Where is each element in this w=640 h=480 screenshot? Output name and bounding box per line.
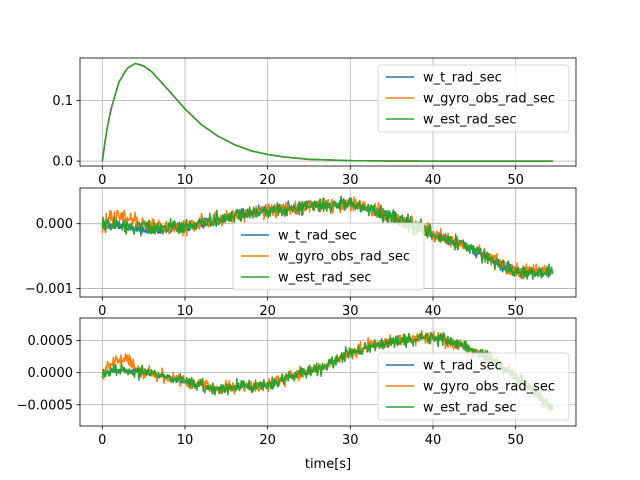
x-tick-label: 10	[177, 173, 194, 188]
legend: w_t_rad_sec w_gyro_obs_rad_sec w_est_rad_s…	[377, 64, 570, 133]
series-group	[101, 195, 554, 280]
x-tick-label: 0	[98, 173, 106, 188]
legend-box	[377, 352, 570, 421]
legend-label: w_gyro_obs_rad_sec	[423, 380, 555, 395]
x-tick-label: 20	[259, 304, 276, 319]
y-tick-label: −0.001	[25, 282, 73, 297]
x-tick-label: 50	[507, 304, 524, 319]
axes-frame	[79, 57, 577, 167]
panel-3: 0 10 20 30 40 50 −0.0005 0.0000 0.0005 w_t_rad_se…	[17, 317, 577, 448]
x-tick-label: 20	[259, 433, 276, 448]
legend-box	[232, 222, 425, 291]
legend-label: w_est_rad_sec	[423, 401, 516, 416]
x-tick-label: 40	[425, 433, 442, 448]
x-tick-label: 20	[259, 173, 276, 188]
x-tick-label: 30	[342, 433, 359, 448]
legend-label: w_t_rad_sec	[278, 229, 357, 244]
y-tick-label: 0.0	[52, 155, 73, 170]
x-tick-label: 0	[98, 433, 106, 448]
x-tick-label: 10	[177, 304, 194, 319]
x-tick-label: 30	[342, 173, 359, 188]
x-tick-label: 0	[98, 304, 106, 319]
axes-frame	[79, 317, 577, 427]
series-line-w_est_rad_sec	[101, 195, 554, 280]
legend-label: w_t_rad_sec	[423, 359, 502, 374]
legend-box	[377, 64, 570, 133]
axes-frame	[79, 187, 577, 298]
legend: w_t_rad_sec w_gyro_obs_rad_sec w_est_rad_s…	[377, 352, 570, 421]
x-tick-label: 40	[425, 173, 442, 188]
x-tick-label: 40	[425, 304, 442, 319]
x-axis-title: time[s]	[305, 457, 351, 472]
panels: 0 10 20 30 40 50 0.0 0.1 w_t_rad_sec w_gyro_obs_r…	[17, 57, 577, 448]
panel-2: 0 10 20 30 40 50 −0.001 0.000 w_t_rad_sec w_gyro_…	[25, 187, 577, 319]
legend-label: w_gyro_obs_rad_sec	[423, 92, 555, 107]
y-tick-label: 0.1	[52, 94, 73, 109]
legend-label: w_est_rad_sec	[423, 113, 516, 128]
series-line-w_est_rad_sec	[101, 62, 553, 162]
panel-1: 0 10 20 30 40 50 0.0 0.1 w_t_rad_sec w_gyro_obs_r…	[52, 57, 577, 188]
x-tick-label: 10	[177, 433, 194, 448]
legend-label: w_est_rad_sec	[278, 271, 371, 286]
legend-label: w_gyro_obs_rad_sec	[278, 250, 410, 265]
y-tick-label: 0.000	[36, 217, 73, 232]
y-tick-label: −0.0005	[17, 398, 73, 413]
y-tick-label: 0.0000	[28, 366, 74, 381]
legend: w_t_rad_sec w_gyro_obs_rad_sec w_est_rad_s…	[232, 222, 425, 291]
y-tick-label: 0.0005	[28, 334, 74, 349]
x-tick-label: 50	[507, 433, 524, 448]
x-tick-label: 50	[507, 173, 524, 188]
x-tick-label: 30	[342, 304, 359, 319]
legend-label: w_t_rad_sec	[423, 71, 502, 86]
series-group	[101, 62, 553, 162]
